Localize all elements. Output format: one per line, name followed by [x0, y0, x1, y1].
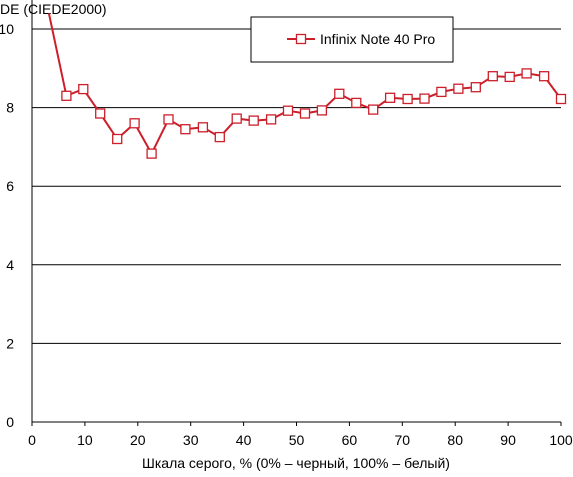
x-tick-label: 80 — [447, 432, 463, 448]
y-tick-label: 6 — [6, 178, 14, 194]
x-tick-label: 0 — [28, 432, 36, 448]
data-point-marker — [368, 104, 379, 115]
series-layer — [47, 13, 567, 159]
data-point-marker — [180, 124, 191, 135]
data-point-marker — [95, 108, 106, 119]
data-point-marker — [299, 108, 311, 119]
data-point-marker — [351, 97, 362, 109]
data-point-marker — [163, 114, 174, 125]
x-tick-label: 70 — [395, 432, 411, 448]
data-point-marker — [197, 122, 209, 133]
data-point-marker — [248, 115, 259, 126]
data-point-marker — [504, 71, 515, 83]
data-point-marker — [231, 113, 242, 124]
data-point-marker — [384, 92, 396, 103]
data-point-marker — [265, 114, 277, 125]
data-point-marker — [487, 71, 498, 82]
x-axis-title: Шкала серого, % (0% – черный, 100% – бел… — [142, 455, 450, 471]
legend-box — [250, 16, 454, 63]
data-point-marker — [214, 131, 225, 143]
x-tick-label: 10 — [77, 432, 93, 448]
y-tick-label: 8 — [6, 100, 14, 116]
y-tick-label: 10 — [0, 21, 14, 37]
axis-layer — [31, 0, 562, 426]
data-point-marker — [470, 82, 481, 93]
data-point-marker — [521, 68, 532, 79]
x-tick-label: 50 — [289, 432, 305, 448]
y-tick-label: 0 — [6, 414, 14, 430]
data-point-marker — [146, 148, 157, 159]
data-point-marker — [282, 105, 294, 116]
x-tick-label: 30 — [183, 432, 199, 448]
y-tick-label: 2 — [6, 335, 14, 351]
data-point-marker — [402, 93, 413, 105]
x-tick-label: 100 — [549, 432, 573, 448]
data-point-marker — [78, 83, 89, 95]
x-tick-label: 90 — [500, 432, 516, 448]
x-tick-label: 60 — [342, 432, 358, 448]
data-point-marker — [129, 118, 140, 129]
x-tick-label: 40 — [236, 432, 252, 448]
data-point-marker — [453, 83, 464, 94]
data-point-marker — [61, 90, 72, 101]
data-point-marker — [316, 105, 328, 116]
y-axis-title: DE (CIEDE2000) — [0, 1, 107, 17]
y-tick-label: 4 — [6, 257, 14, 273]
legend-series-name: Infinix Note 40 Pro — [320, 31, 435, 47]
data-point-marker — [555, 93, 567, 105]
data-point-marker — [334, 88, 345, 99]
legend: Infinix Note 40 Pro — [250, 16, 454, 63]
x-tick-label: 20 — [130, 432, 146, 448]
grid-layer — [32, 28, 561, 344]
data-point-marker — [538, 71, 550, 82]
data-point-marker — [436, 86, 447, 98]
data-point-marker — [112, 133, 123, 145]
data-point-marker — [419, 93, 430, 104]
legend-marker-sample — [295, 33, 307, 45]
